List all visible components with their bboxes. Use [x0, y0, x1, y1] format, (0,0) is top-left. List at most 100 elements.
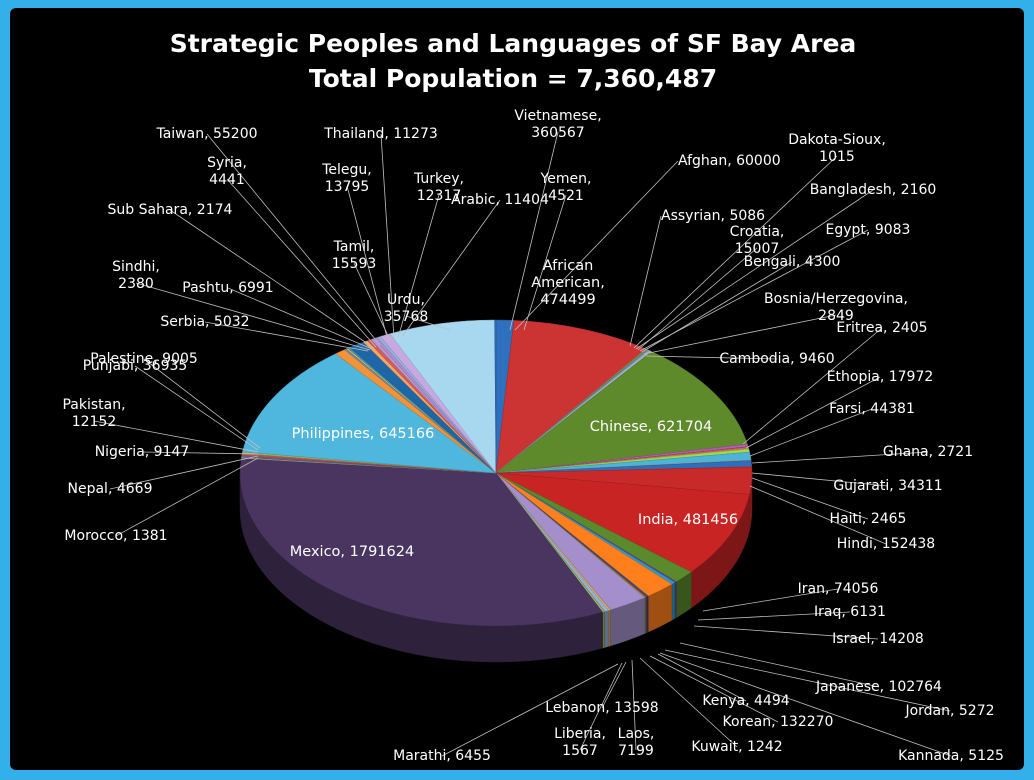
leader-nepal — [109, 455, 259, 490]
label-arabic: Arabic, 11404 — [451, 192, 549, 208]
label-nepal: Nepal, 4669 — [68, 481, 153, 497]
label-hindi: Hindi, 152438 — [837, 536, 935, 552]
label-assyrian: Assyrian, 5086 — [661, 208, 765, 224]
leader-korean — [649, 655, 779, 723]
leader-egypt — [639, 229, 869, 352]
label-lebanon: Lebanon, 13598 — [545, 700, 658, 716]
leader-morocco — [115, 457, 259, 537]
label-african-american: African American, 474499 — [531, 258, 605, 308]
leader-syria — [226, 178, 377, 348]
label-syria: Syria, 4441 — [207, 155, 247, 188]
leader-japanese — [679, 642, 880, 688]
leader-pashtu — [227, 287, 373, 350]
label-pakistan: Pakistan, 12152 — [62, 397, 125, 430]
label-bengali: Bengali, 4300 — [744, 254, 841, 270]
label-korean: Korean, 132270 — [723, 714, 834, 730]
label-nigeria: Nigeria, 9147 — [95, 444, 190, 460]
leader-lebanon — [601, 661, 627, 709]
slice-side-marathi — [602, 611, 605, 649]
label-cambodia: Cambodia, 9460 — [719, 351, 834, 367]
label-morocco: Morocco, 1381 — [64, 528, 167, 544]
leader-iran — [702, 588, 839, 612]
label-afghan: Afghan, 60000 — [678, 153, 781, 169]
leader-croatia — [637, 247, 758, 351]
leader-urdu — [405, 315, 451, 331]
leader-afghan — [514, 160, 679, 331]
label-farsi: Farsi, 44381 — [829, 401, 915, 417]
leader-taiwan — [206, 133, 381, 346]
leader-yemen — [523, 194, 567, 331]
slice-side-lebanon — [604, 610, 609, 648]
leader-turkey — [397, 194, 440, 339]
label-urdu: Urdu, 35768 — [384, 292, 429, 325]
leader-cambodia — [645, 355, 778, 360]
slice-side-laos — [608, 609, 611, 647]
label-mexico: Mexico, 1791624 — [290, 544, 414, 560]
label-kannada: Kannada, 5125 — [898, 748, 1004, 764]
leader-kuwait — [639, 657, 738, 748]
leader-bosnia-herzegovina — [643, 314, 837, 355]
label-haiti: Haiti, 2465 — [830, 511, 907, 527]
leader-nigeria — [141, 451, 259, 455]
leader-vietnamese — [509, 131, 559, 331]
leader-assyrian — [629, 215, 662, 347]
label-iran: Iran, 74056 — [798, 581, 879, 597]
leader-ghana — [751, 451, 929, 464]
slice-philippines — [242, 353, 497, 474]
label-iraq: Iraq, 6131 — [814, 604, 886, 620]
leader-kenya — [657, 653, 747, 702]
leader-hindi — [749, 485, 887, 545]
leader-sindhi — [135, 282, 371, 351]
chart-subtitle: Total Population = 7,360,487 — [309, 64, 717, 93]
slice-vietnamese — [389, 319, 497, 474]
leader-bengali — [641, 261, 793, 353]
leader-haiti — [751, 477, 869, 520]
leader-gujarati — [751, 472, 889, 487]
label-kuwait: Kuwait, 1242 — [691, 739, 782, 755]
label-turkey: Turkey, 12317 — [413, 171, 464, 204]
leader-eritrea — [742, 327, 883, 445]
label-egypt: Egypt, 9083 — [826, 222, 911, 238]
label-vietnamese: Vietnamese, 360567 — [514, 108, 601, 141]
leader-marathi — [441, 663, 619, 757]
label-eritrea: Eritrea, 2405 — [836, 320, 927, 336]
label-sindhi: Sindhi, 2380 — [112, 259, 160, 292]
label-telegu: Telegu, 13795 — [321, 162, 372, 195]
label-bosnia-herzegovina: Bosnia/Herzegovina, 2849 — [764, 291, 908, 324]
label-kenya: Kenya, 4494 — [702, 693, 789, 709]
slice-side-israel — [671, 582, 676, 621]
label-dakota-sioux: Dakota-Sioux, 1015 — [788, 132, 886, 165]
label-liberia: Liberia, 1567 — [554, 726, 606, 759]
pie-chart: Strategic Peoples and Languages of SF Ba… — [62, 29, 1003, 764]
label-ghana: Ghana, 2721 — [883, 444, 973, 460]
label-india: India, 481456 — [638, 512, 738, 528]
label-pashtu: Pashtu, 6991 — [182, 280, 273, 296]
leader-jordan — [664, 649, 951, 712]
leader-ethopia — [745, 376, 881, 449]
label-yemen: Yemen, 4521 — [540, 171, 592, 204]
leader-palestine — [143, 358, 261, 449]
leader-israel — [693, 625, 879, 640]
label-marathi: Marathi, 6455 — [393, 748, 491, 764]
leader-farsi — [749, 408, 873, 457]
slice-labels: Afghan, 60000 African American, 474499 Assyr… — [62, 108, 1003, 764]
label-serbia: Serbia, 5032 — [160, 314, 249, 330]
label-jordan: Jordan, 5272 — [904, 703, 994, 719]
pie-sides — [239, 473, 753, 663]
leader-liberia — [579, 662, 623, 751]
slice-india — [495, 472, 750, 573]
leader-laos — [631, 659, 637, 751]
label-laos: Laos, 7199 — [618, 726, 655, 759]
label-thailand: Thailand, 11273 — [323, 126, 438, 142]
label-sub-sahara: Sub Sahara, 2174 — [108, 202, 233, 218]
leader-arabic — [401, 199, 501, 338]
label-taiwan: Taiwan, 55200 — [155, 126, 257, 142]
label-croatia: Croatia, 15007 — [730, 224, 785, 257]
chart-frame: Strategic Peoples and Languages of SF Ba… — [10, 8, 1024, 770]
leader-punjabi — [134, 365, 259, 451]
label-chinese: Chinese, 621704 — [590, 419, 713, 435]
chart-title: Strategic Peoples and Languages of SF Ba… — [170, 29, 857, 58]
leader-dakota-sioux — [633, 155, 838, 349]
leader-lines — [93, 131, 952, 757]
label-palestine: Palestine, 9005 — [90, 351, 198, 367]
